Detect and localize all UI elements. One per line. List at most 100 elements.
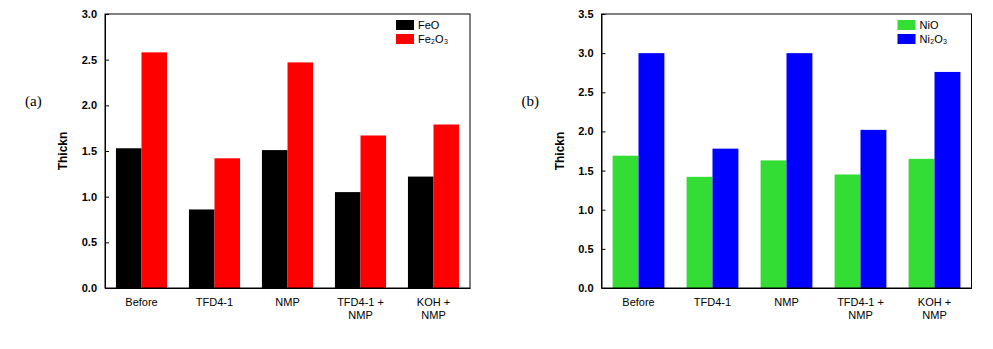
bar	[613, 156, 639, 288]
bar	[787, 53, 813, 288]
tick-label: 2.5	[578, 86, 593, 98]
y-label: Thickn	[56, 132, 70, 171]
tick: 2.0	[82, 99, 109, 111]
tick-label: NMP	[275, 296, 299, 308]
legend-label: NiO	[920, 19, 939, 31]
x-axis: BeforeTFD4-1NMPTFD4-1 +NMPKOH +NMP	[106, 288, 471, 321]
bar	[215, 158, 241, 288]
tick: TFD4-1 +NMP	[837, 288, 884, 321]
tick-label: TFD4-1 +NMP	[337, 296, 384, 321]
axis-line	[602, 15, 603, 289]
bar	[861, 130, 887, 288]
tick: TFD4-1 +NMP	[337, 288, 384, 321]
bar	[142, 52, 168, 288]
tick: NMP	[275, 288, 299, 308]
tick-label: 0.0	[578, 282, 593, 294]
bar	[639, 53, 665, 288]
tick-label: 1.5	[578, 165, 593, 177]
bar	[116, 148, 142, 288]
legend-swatch	[898, 34, 916, 44]
y-axis: 0.0 0.5 1.0 1.5 2.0 2.5 3.0 3.5	[578, 8, 605, 294]
tick-mark	[105, 242, 109, 243]
tick: 0.5	[82, 236, 109, 248]
tick-label: 1.5	[82, 145, 97, 157]
tick: Before	[125, 288, 157, 308]
tick-mark	[602, 131, 606, 132]
tick-label: 0.5	[578, 243, 593, 255]
tick-label-line: NMP	[848, 309, 872, 321]
tick-label: 2.0	[578, 125, 593, 137]
tick: Before	[622, 288, 654, 308]
legend-swatch	[898, 20, 916, 30]
series	[639, 53, 961, 288]
tick-mark	[105, 197, 109, 198]
tick-mark	[105, 14, 109, 15]
tick-label: TFD4-1	[196, 296, 233, 308]
tick: 1.0	[82, 191, 109, 203]
tick-label: 2.0	[82, 99, 97, 111]
tick: 1.5	[82, 145, 109, 157]
y-axis: 0.0 0.5 1.0 1.5 2.0 2.5 3.0	[82, 8, 109, 294]
bar	[408, 177, 434, 288]
axis-line	[106, 288, 471, 289]
legend-label: Ni₂O₃	[920, 33, 948, 45]
tick: 1.5	[578, 165, 605, 177]
tick-label-line: NMP	[348, 309, 372, 321]
tick-label-line: NMP	[922, 309, 946, 321]
legend-swatch	[396, 34, 414, 44]
bar	[288, 62, 314, 288]
tick-label: KOH +NMP	[417, 296, 450, 321]
series	[142, 52, 460, 288]
tick-label: TFD4-1 +NMP	[837, 296, 884, 321]
tick-label-line: NMP	[421, 309, 445, 321]
tick-label: Before	[125, 296, 157, 308]
tick-mark	[602, 53, 606, 54]
bar	[713, 149, 739, 288]
bar	[335, 192, 361, 288]
tick: 0.0	[82, 282, 109, 294]
legend: NiO Ni₂O₃	[898, 19, 948, 45]
tick: NMP	[774, 288, 798, 308]
tick-label: 3.0	[82, 8, 97, 20]
panel-label: (b)	[522, 93, 540, 110]
bar	[361, 135, 387, 288]
legend-item: NiO	[898, 19, 939, 31]
tick-mark	[105, 105, 109, 106]
tick: 2.5	[578, 86, 605, 98]
bars	[116, 52, 459, 288]
legend-item: FeO	[396, 19, 440, 31]
tick: TFD4-1	[694, 288, 731, 308]
tick: 0.5	[578, 243, 605, 255]
legend-label: FeO	[418, 19, 440, 31]
tick: 2.0	[578, 125, 605, 137]
panel-label: (a)	[25, 93, 42, 110]
plot-frame	[105, 14, 470, 288]
panel: 0.00.51.01.52.02.53.0BeforeTFD4-1NMPTFD4…	[82, 8, 471, 321]
tick: 1.0	[578, 204, 605, 216]
tick: TFD4-1	[196, 288, 233, 308]
tick-mark	[105, 151, 109, 152]
tick-mark	[602, 92, 606, 93]
tick-label: Before	[622, 296, 654, 308]
legend-item: Fe₂O₃	[396, 33, 448, 45]
tick-label: 2.5	[82, 54, 97, 66]
tick-label: KOH +NMP	[918, 296, 951, 321]
tick: 3.0	[82, 8, 109, 20]
tick-label: 3.5	[578, 8, 593, 20]
tick-mark	[602, 249, 606, 250]
tick-label: 0.5	[82, 236, 97, 248]
bars	[613, 53, 961, 288]
panel: 0.00.51.01.52.02.53.03.5BeforeTFD4-1NMPT…	[578, 8, 972, 321]
tick: 0.0	[578, 282, 605, 294]
tick-label: 3.0	[578, 47, 593, 59]
bar	[761, 160, 787, 288]
axis-line	[602, 288, 972, 289]
tick: 2.5	[82, 54, 109, 66]
tick-label: TFD4-1	[694, 296, 731, 308]
tick: 3.0	[578, 47, 605, 59]
legend-item: Ni₂O₃	[898, 33, 948, 45]
tick-mark	[105, 60, 109, 61]
tick: KOH +NMP	[417, 288, 450, 321]
bar	[434, 125, 460, 288]
tick: KOH +NMP	[918, 288, 951, 321]
